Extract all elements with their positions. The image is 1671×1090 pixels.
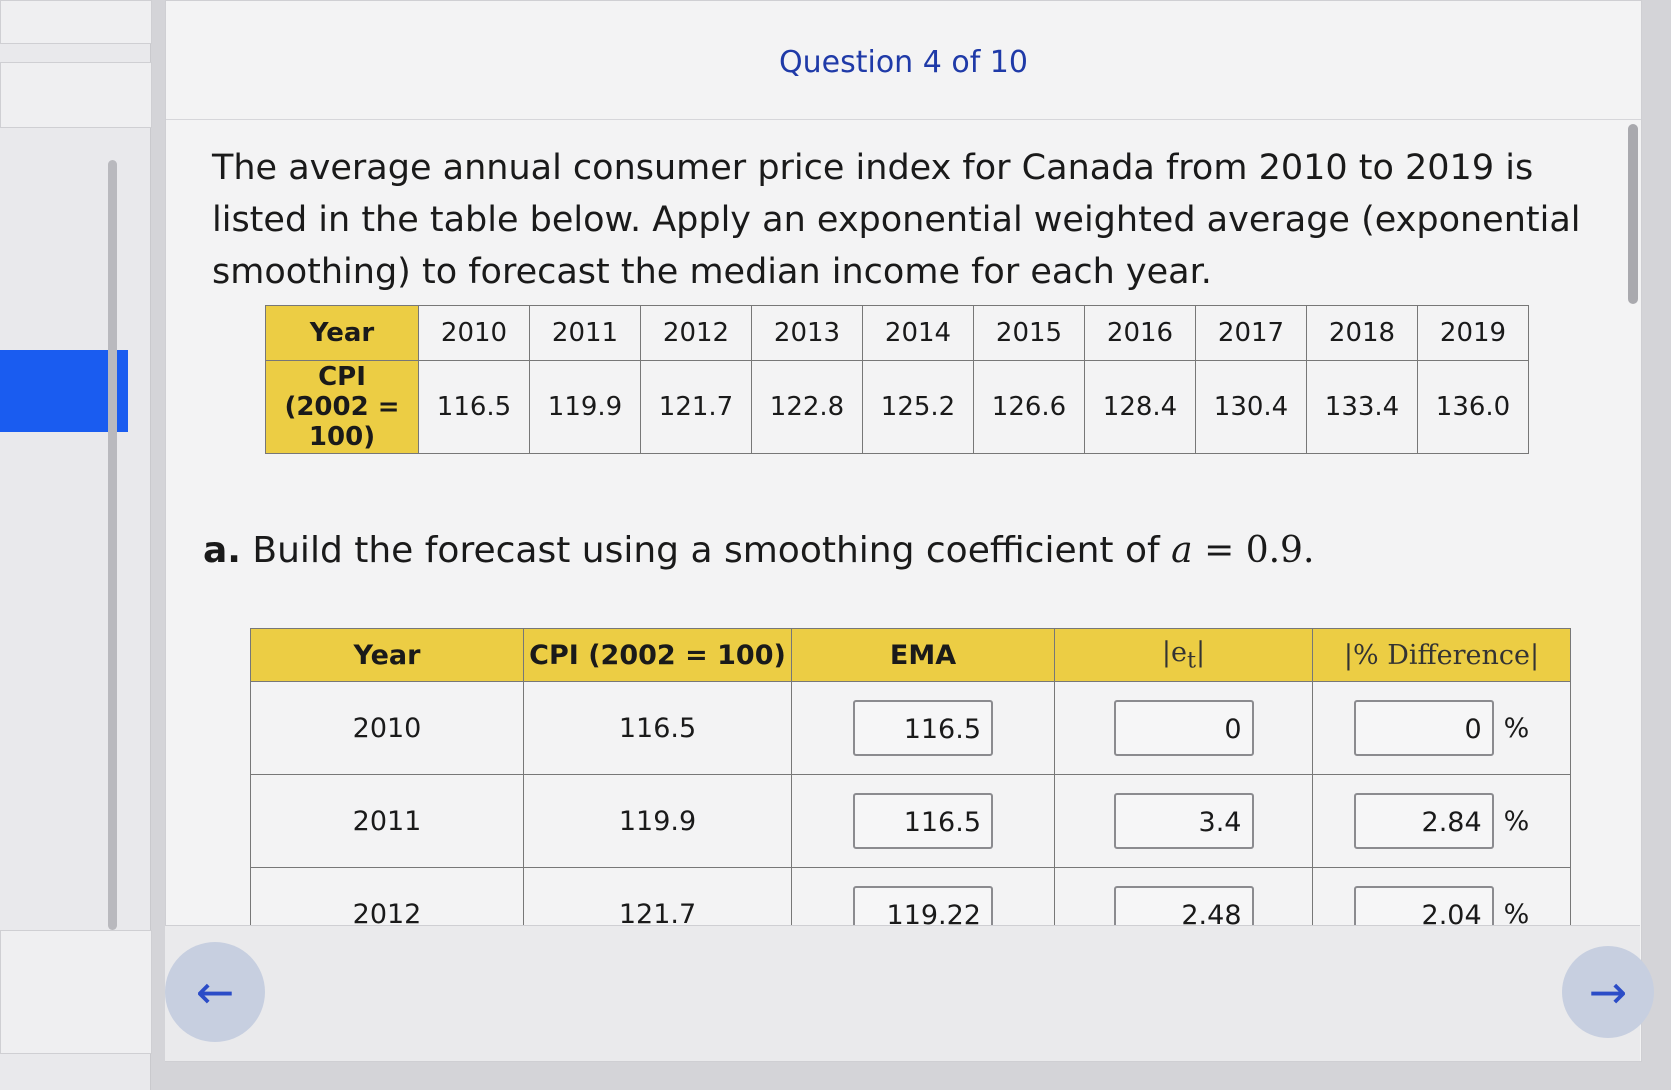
- year-cell: 2010: [250, 681, 524, 775]
- next-button[interactable]: →: [1562, 946, 1654, 1038]
- cpi-value-cell: 126.6: [973, 360, 1085, 454]
- ema-header: EMA: [791, 628, 1055, 682]
- cpi-value-row: CPI (2002 = 100) 116.5 119.9 121.7 122.8…: [265, 360, 1529, 454]
- error-input[interactable]: 0: [1113, 700, 1254, 756]
- left-panel-box: [0, 62, 152, 128]
- question-prompt: The average annual consumer price index …: [212, 148, 1581, 292]
- part-a-instruction: a. Build the forecast using a smoothing …: [203, 530, 1314, 571]
- table-row: 2010 116.5 116.5 0 0%: [250, 681, 1571, 775]
- part-a-text: Build the forecast using a smoothing coe…: [252, 530, 1160, 571]
- cpi-header: CPI (2002 = 100): [265, 360, 419, 454]
- error-input[interactable]: 3.4: [1113, 793, 1254, 849]
- error-header-subscript: t: [1186, 647, 1196, 674]
- content-scrollbar[interactable]: [1628, 124, 1638, 304]
- error-cell: 0: [1054, 681, 1313, 775]
- pct-input[interactable]: 0: [1353, 700, 1494, 756]
- part-a-label: a.: [203, 530, 241, 571]
- ema-input[interactable]: 116.5: [853, 700, 993, 756]
- cpi-value-cell: 128.4: [1084, 360, 1196, 454]
- cpi-value-cell: 125.2: [862, 360, 974, 454]
- year-cell: 2011: [529, 305, 641, 361]
- ema-input[interactable]: 116.5: [853, 793, 993, 849]
- ema-header-row: Year CPI (2002 = 100) EMA |et| |% Differ…: [250, 628, 1571, 682]
- year-cell: 2010: [418, 305, 530, 361]
- left-panel: [0, 0, 151, 1090]
- cpi-cell: 119.9: [523, 774, 792, 868]
- ema-cell: 116.5: [791, 681, 1055, 775]
- pct-cell: 0%: [1312, 681, 1571, 775]
- year-cell: 2014: [862, 305, 974, 361]
- left-panel-box: [0, 930, 152, 1054]
- year-cell: 2013: [751, 305, 863, 361]
- cpi-value-cell: 116.5: [418, 360, 530, 454]
- pct-input[interactable]: 2.84: [1353, 793, 1494, 849]
- alpha-equals: =: [1204, 530, 1235, 571]
- left-panel-box: [0, 0, 152, 44]
- cpi-year-row: Year 2010 2011 2012 2013 2014 2015 2016 …: [265, 305, 1529, 361]
- year-cell: 2017: [1195, 305, 1307, 361]
- year-cell: 2016: [1084, 305, 1196, 361]
- percent-sign: %: [1503, 712, 1530, 744]
- pct-cell: 2.84%: [1312, 774, 1571, 868]
- arrow-left-icon: ←: [195, 965, 235, 1019]
- ema-answer-table: Year CPI (2002 = 100) EMA |et| |% Differ…: [250, 628, 1571, 961]
- cpi-value-cell: 133.4: [1306, 360, 1418, 454]
- card-header: Question 4 of 10: [166, 1, 1641, 120]
- question-counter: Question 4 of 10: [779, 45, 1028, 80]
- cpi-value-cell: 119.9: [529, 360, 641, 454]
- cpi-value-cell: 122.8: [751, 360, 863, 454]
- ema-cell: 116.5: [791, 774, 1055, 868]
- pct-diff-header: |% Difference|: [1312, 628, 1571, 682]
- cpi-cell: 116.5: [523, 681, 792, 775]
- active-question-indicator[interactable]: [0, 350, 128, 432]
- error-cell: 3.4: [1054, 774, 1313, 868]
- percent-sign: %: [1503, 805, 1530, 837]
- cpi-data-table: Year 2010 2011 2012 2013 2014 2015 2016 …: [265, 305, 1529, 454]
- alpha-value: 0.9: [1245, 530, 1303, 571]
- previous-button[interactable]: ←: [165, 942, 265, 1042]
- year-cell: 2012: [640, 305, 752, 361]
- pct-wrap: 0%: [1353, 700, 1530, 756]
- ema-cpi-header: CPI (2002 = 100): [523, 628, 792, 682]
- alpha-period: .: [1302, 530, 1315, 571]
- percent-sign: %: [1503, 898, 1530, 930]
- year-cell: 2015: [973, 305, 1085, 361]
- year-cell: 2011: [250, 774, 524, 868]
- left-scrollbar[interactable]: [108, 160, 117, 930]
- cpi-value-cell: 130.4: [1195, 360, 1307, 454]
- cpi-value-cell: 136.0: [1417, 360, 1529, 454]
- alpha-symbol: a: [1171, 530, 1193, 571]
- cpi-header-line1: CPI: [318, 362, 366, 392]
- error-header: |et|: [1054, 628, 1313, 682]
- pct-wrap: 2.84%: [1353, 793, 1530, 849]
- arrow-right-icon: →: [1588, 965, 1628, 1019]
- year-header: Year: [265, 305, 419, 361]
- error-header-close: |: [1196, 636, 1206, 668]
- table-row: 2011 119.9 116.5 3.4 2.84%: [250, 774, 1571, 868]
- cpi-header-line2: (2002 = 100): [284, 392, 400, 452]
- ema-year-header: Year: [250, 628, 524, 682]
- cpi-value-cell: 121.7: [640, 360, 752, 454]
- year-cell: 2018: [1306, 305, 1418, 361]
- year-cell: 2019: [1417, 305, 1529, 361]
- navigation-bar: [165, 925, 1640, 1061]
- error-header-text: |e: [1161, 636, 1187, 668]
